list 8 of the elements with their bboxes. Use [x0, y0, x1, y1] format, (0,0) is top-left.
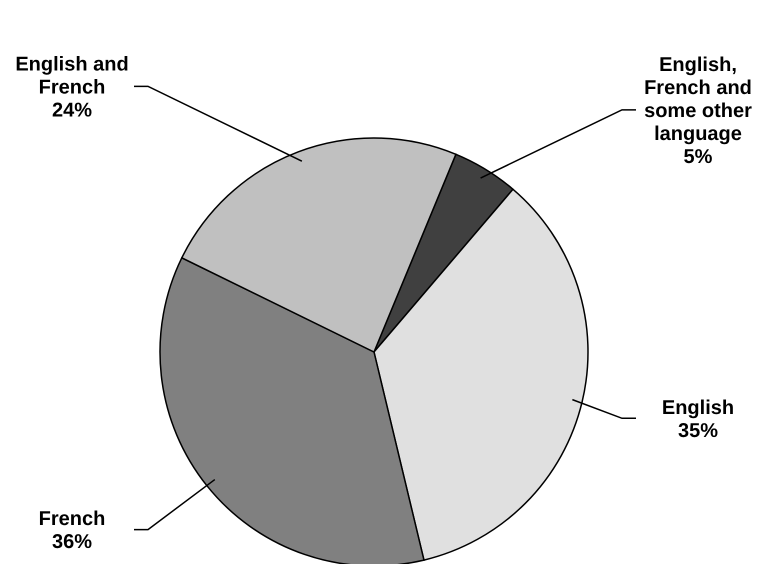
- legend-label: English: [662, 396, 734, 419]
- slice-label: French: [38, 508, 106, 530]
- data-label: 24%: [52, 99, 92, 122]
- data-label: 5%: [684, 146, 713, 168]
- data-label: 36%: [52, 531, 92, 554]
- slice-label: English, French and some other language: [644, 54, 752, 145]
- slice-label: English and French: [15, 53, 129, 98]
- data-label: 35%: [678, 420, 718, 442]
